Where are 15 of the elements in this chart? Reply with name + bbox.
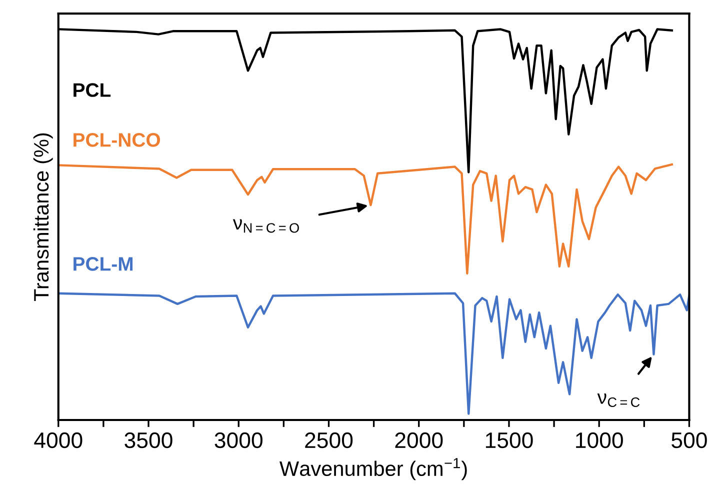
series-label: PCL-NCO bbox=[74, 133, 160, 147]
annotation: ν$_{N=C=O}$ bbox=[232, 219, 299, 233]
x-tick-label: 1500 bbox=[486, 432, 533, 448]
x-tick-label: 3500 bbox=[124, 432, 172, 448]
x-tick-label: 2500 bbox=[305, 432, 353, 448]
x-tick-label: 2000 bbox=[395, 432, 443, 448]
x-tick-label: 3000 bbox=[214, 432, 262, 448]
x-axis-title: Wavenumber (cm$^{−1}$) bbox=[280, 458, 467, 480]
x-tick-label: 500 bbox=[672, 432, 707, 448]
x-tick-label: 1000 bbox=[576, 432, 623, 448]
text: PCL bbox=[74, 83, 111, 97]
annotation: ν$_{C=C}$ bbox=[597, 394, 640, 408]
y-axis-title: Transmittance (%) bbox=[33, 133, 53, 302]
x-tick-label: 4000 bbox=[34, 432, 82, 448]
series-label: PCL-M bbox=[74, 257, 133, 271]
